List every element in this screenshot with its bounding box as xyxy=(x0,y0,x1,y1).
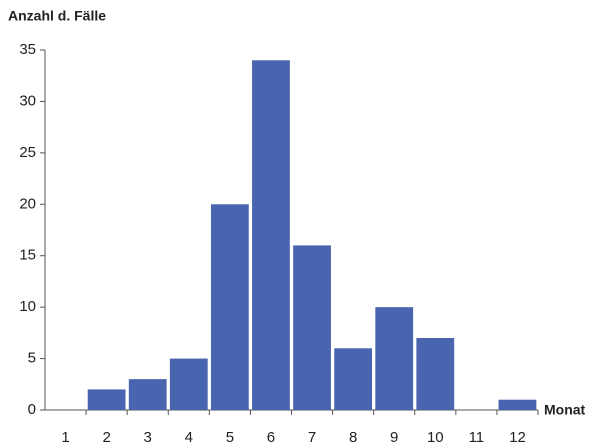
bar xyxy=(128,379,167,410)
y-tick-label: 25 xyxy=(19,144,36,161)
y-tick-label: 15 xyxy=(19,247,36,264)
y-tick-label: 20 xyxy=(19,195,36,212)
x-tick-label: 11 xyxy=(469,429,485,446)
x-tick-label: 4 xyxy=(185,429,193,446)
x-tick-label: 2 xyxy=(102,429,110,446)
bar xyxy=(210,204,249,410)
y-tick-label: 30 xyxy=(19,92,36,109)
x-tick-label: 5 xyxy=(226,429,234,446)
bar xyxy=(334,348,373,410)
bar xyxy=(416,338,455,410)
x-tick-label: 7 xyxy=(308,429,316,446)
y-tick-label: 35 xyxy=(19,41,36,58)
bar xyxy=(169,358,208,410)
x-tick-label: 1 xyxy=(61,429,69,446)
y-tick-label: 0 xyxy=(28,401,36,418)
bar xyxy=(252,60,290,411)
x-tick-label: 3 xyxy=(144,429,152,446)
x-tick-label: 9 xyxy=(390,429,398,446)
x-tick-label: 6 xyxy=(267,429,275,446)
bar xyxy=(293,245,331,410)
y-axis-title: Anzahl d. Fälle xyxy=(8,8,106,24)
bar xyxy=(375,307,414,410)
x-tick-label: 10 xyxy=(427,429,444,446)
x-tick-label: 8 xyxy=(349,429,357,446)
x-tick-label: 12 xyxy=(509,429,526,446)
y-tick-label: 5 xyxy=(28,350,36,367)
y-tick-label: 10 xyxy=(19,298,36,315)
bar xyxy=(87,389,126,410)
x-axis-title: Monat xyxy=(544,402,586,418)
bar xyxy=(498,399,537,410)
